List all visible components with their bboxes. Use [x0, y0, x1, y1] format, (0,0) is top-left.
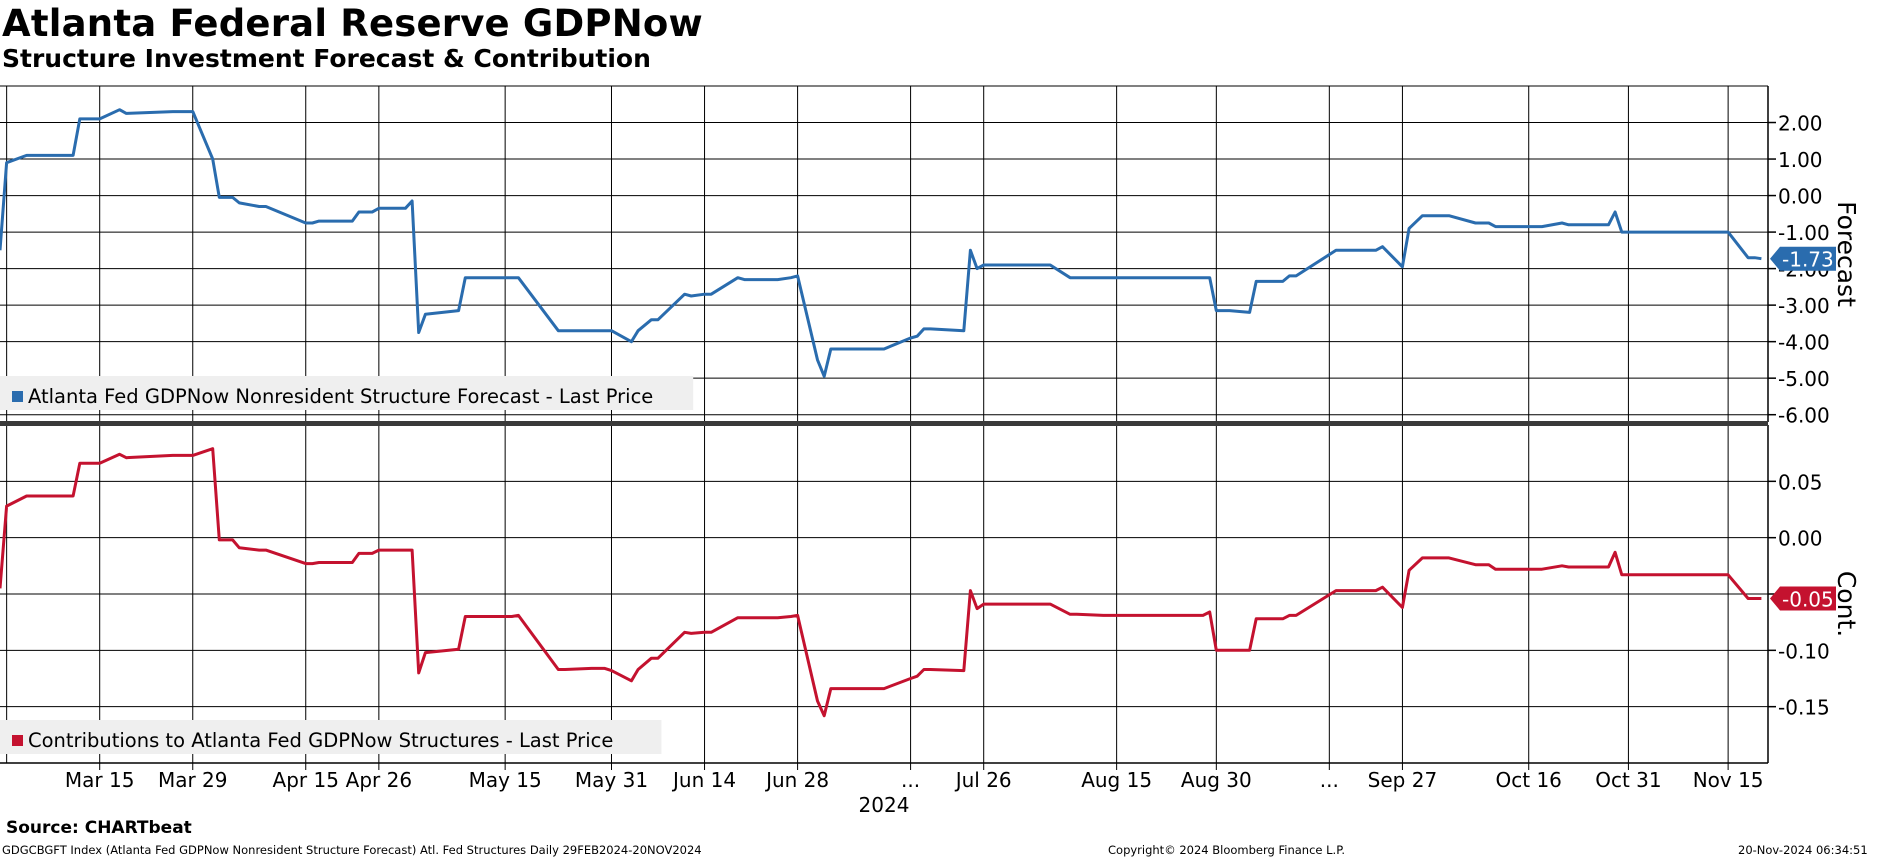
- copyright-note: Copyright© 2024 Bloomberg Finance L.P.: [1108, 843, 1345, 857]
- x-tick-label: May 31: [575, 768, 648, 792]
- y-tick-label: -6.00: [1778, 404, 1830, 428]
- x-tick-label: Aug 30: [1181, 768, 1252, 792]
- y-tick-label: 2.00: [1778, 112, 1823, 136]
- y-tick-label: 0.00: [1778, 185, 1823, 209]
- x-tick-label: ...: [1320, 768, 1339, 792]
- y-tick-label: -0.15: [1778, 696, 1830, 720]
- x-tick-label: Oct 31: [1595, 768, 1661, 792]
- x-axis: Mar 15 Mar 29 Apr 15 Apr 26 May 15 May 31 Jun …: [0, 421, 1768, 817]
- x-tick-label: Nov 15: [1693, 768, 1764, 792]
- x-tick-label: Mar 29: [158, 768, 228, 792]
- x-tick-label: Sep 27: [1368, 768, 1438, 792]
- forecast-panel: 2.001.000.00-1.00-2.00-3.00-4.00-5.00-6.…: [0, 85, 1861, 428]
- x-tick-label: Mar 15: [65, 768, 135, 792]
- legend: Contributions to Atlanta Fed GDPNow Stru…: [0, 720, 662, 754]
- chart-title: Atlanta Federal Reserve GDPNow: [2, 2, 703, 45]
- source-note: Source: CHARTbeat: [6, 818, 192, 838]
- x-tick-label: Jun 14: [671, 768, 736, 792]
- y-axis-title: Forecast: [1832, 201, 1861, 307]
- legend-swatch: [12, 391, 23, 402]
- series-description: GDGCBGFT Index (Atlanta Fed GDPNow Nonre…: [2, 843, 702, 857]
- y-axis-title: Cont.: [1832, 571, 1861, 637]
- x-tick-label: ...: [901, 768, 920, 792]
- legend-box: [0, 720, 662, 754]
- last-value-label: -1.73: [1782, 248, 1834, 272]
- last-value-label: -0.05: [1782, 588, 1834, 612]
- last-value-tag: -0.05: [1770, 586, 1836, 612]
- contribution-panel: 0.05 0.00 -0.05 -0.10 -0.15 Contributions to …: [0, 424, 1861, 763]
- y-tick-label: 1.00: [1778, 148, 1823, 172]
- y-tick-label: -0.10: [1778, 639, 1830, 663]
- y-tick-label: -3.00: [1778, 294, 1830, 318]
- x-tick-label: Apr 26: [346, 768, 412, 792]
- last-value-tag: -1.73: [1770, 246, 1836, 272]
- last-value-badge: [1770, 586, 1836, 611]
- y-tick-label: -5.00: [1778, 367, 1830, 391]
- legend-label: Atlanta Fed GDPNow Nonresident Structure…: [28, 385, 653, 408]
- timestamp: 20-Nov-2024 06:34:51: [1738, 843, 1868, 857]
- legend-box: [0, 376, 694, 410]
- x-tick-label: Oct 16: [1496, 768, 1562, 792]
- y-tick-label: -4.00: [1778, 331, 1830, 355]
- y-tick-label: 0.00: [1778, 527, 1823, 551]
- series-line: [0, 447, 1762, 718]
- x-tick-label: Jul 26: [954, 768, 1012, 792]
- y-tick-label: -1.00: [1778, 221, 1830, 245]
- x-tick-label: May 15: [469, 768, 542, 792]
- x-tick-label: Jun 28: [764, 768, 829, 792]
- last-value-badge: [1770, 246, 1836, 271]
- series-line: [0, 108, 1762, 378]
- x-axis-year-label: 2024: [859, 793, 910, 817]
- x-tick-label: Aug 15: [1081, 768, 1152, 792]
- legend-swatch: [12, 735, 23, 746]
- chart-subtitle: Structure Investment Forecast & Contribu…: [2, 44, 651, 73]
- legend-label: Contributions to Atlanta Fed GDPNow Stru…: [28, 729, 613, 752]
- y-tick-label: 0.05: [1778, 470, 1823, 494]
- legend: Atlanta Fed GDPNow Nonresident Structure…: [0, 376, 694, 410]
- x-tick-label: Apr 15: [273, 768, 339, 792]
